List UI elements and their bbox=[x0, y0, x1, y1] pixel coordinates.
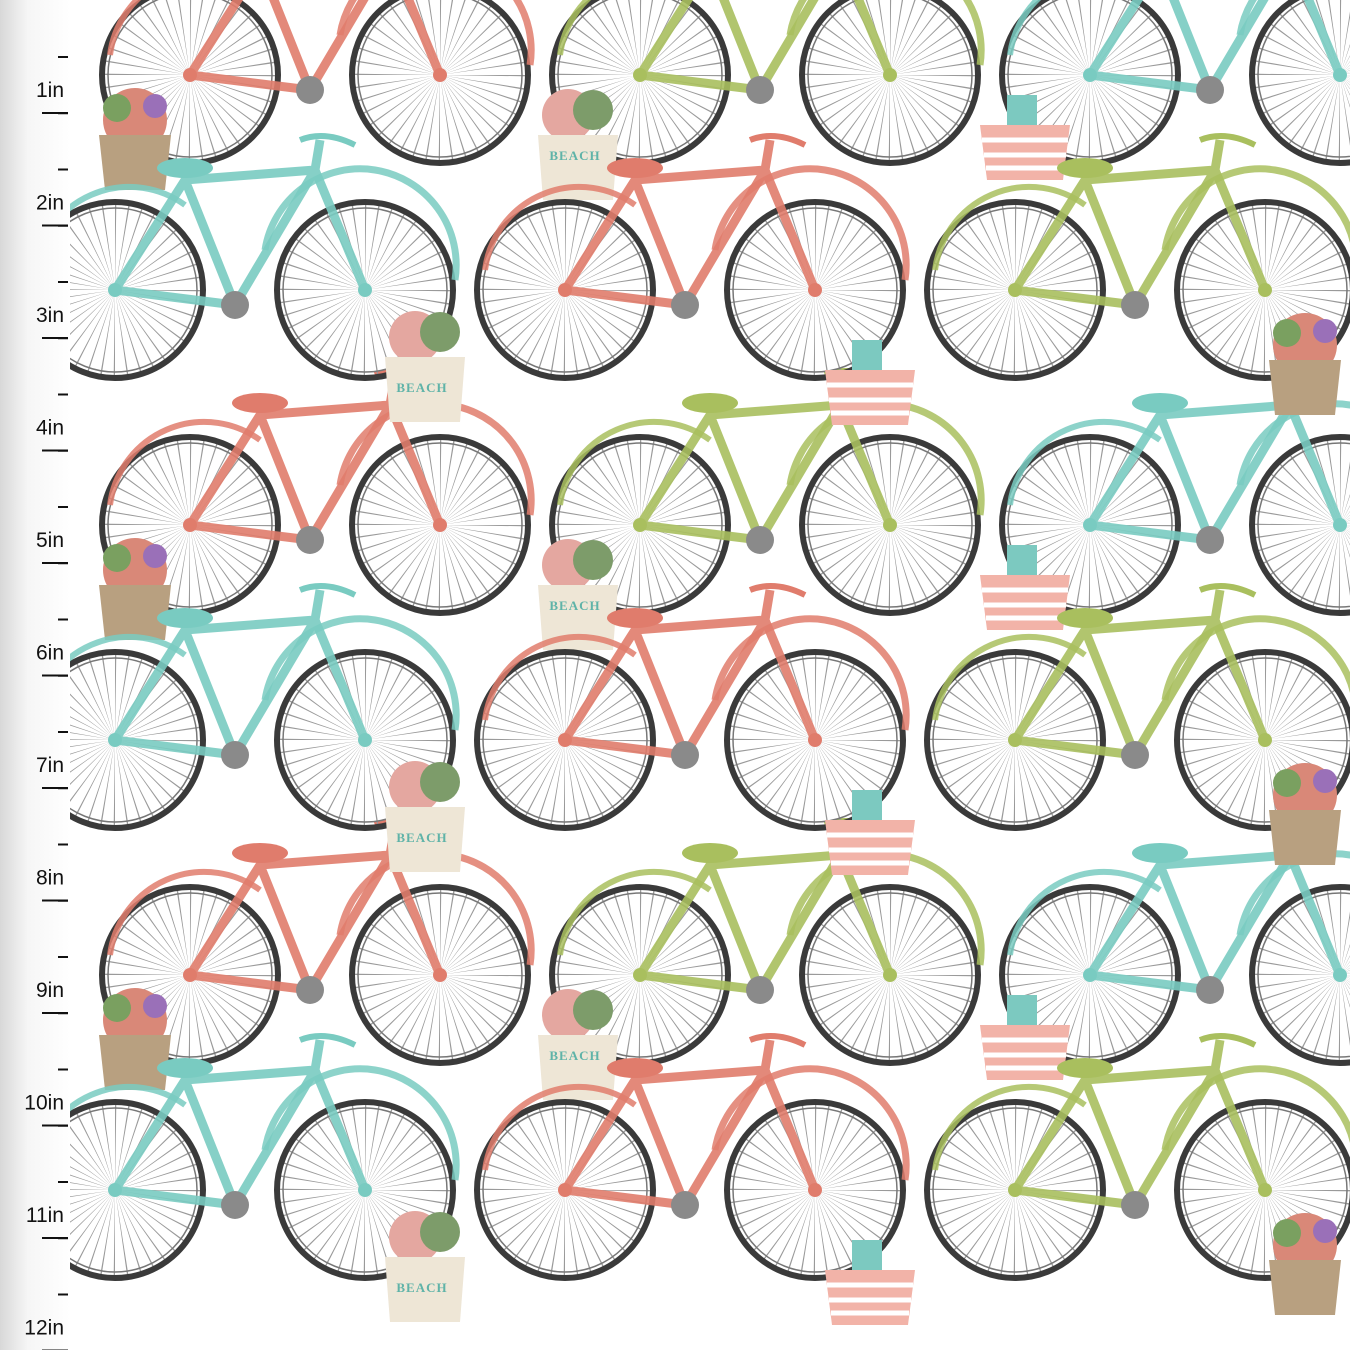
bag-label: BEACH bbox=[549, 148, 600, 163]
ruler-label: 9in bbox=[36, 979, 64, 1002]
ruler-label: 3in bbox=[36, 304, 64, 327]
flower-basket bbox=[99, 538, 171, 640]
flower-basket bbox=[1269, 1213, 1341, 1315]
flower-basket bbox=[1269, 763, 1341, 865]
striped-bag bbox=[825, 1240, 915, 1325]
bicycle bbox=[552, 371, 981, 613]
beach-tote bbox=[385, 1211, 465, 1322]
ruler-label: 5in bbox=[36, 529, 64, 552]
ruler-marks: 1in 2in 3in 4in 5in 6in 7in 8in 9in 10in 11in 12in bbox=[24, 56, 68, 1350]
bicycle-pattern: BEACH BEACH BEACH BEACH BEACH BEACH bbox=[27, 0, 1350, 1325]
ruler-label: 10in bbox=[24, 1092, 64, 1115]
beach-tote bbox=[538, 989, 618, 1100]
beach-tote bbox=[385, 761, 465, 872]
ruler-label: 8in bbox=[36, 867, 64, 890]
bag-label: BEACH bbox=[396, 830, 447, 845]
bag-label: BEACH bbox=[549, 1048, 600, 1063]
beach-tote bbox=[385, 311, 465, 422]
bag-label: BEACH bbox=[396, 1280, 447, 1295]
bicycle bbox=[552, 821, 981, 1063]
ruler-label: 4in bbox=[36, 417, 64, 440]
ruler-label: 1in bbox=[36, 79, 64, 102]
ruler-label: 6in bbox=[36, 642, 64, 665]
bag-label: BEACH bbox=[396, 380, 447, 395]
beach-tote bbox=[538, 539, 618, 650]
striped-bag bbox=[825, 340, 915, 425]
flower-basket bbox=[99, 988, 171, 1090]
bicycle bbox=[102, 371, 531, 613]
ruler-label: 12in bbox=[24, 1317, 64, 1340]
striped-bag bbox=[825, 790, 915, 875]
ruler-label: 7in bbox=[36, 754, 64, 777]
flower-basket bbox=[1269, 313, 1341, 415]
bag-label: BEACH bbox=[549, 598, 600, 613]
bicycle bbox=[102, 821, 531, 1063]
ruler-label: 11in bbox=[26, 1204, 64, 1227]
ruler-label: 2in bbox=[36, 192, 64, 215]
flower-basket bbox=[99, 88, 171, 190]
beach-tote bbox=[538, 89, 618, 200]
